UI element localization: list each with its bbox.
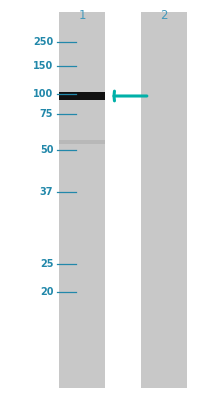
- Text: 75: 75: [40, 109, 53, 119]
- Text: 50: 50: [40, 145, 53, 155]
- Text: 20: 20: [40, 287, 53, 297]
- Text: 100: 100: [33, 89, 53, 99]
- Bar: [141, 12, 186, 388]
- Bar: [59, 92, 104, 100]
- Text: 37: 37: [40, 187, 53, 197]
- Text: 1: 1: [78, 9, 85, 22]
- Text: 250: 250: [33, 37, 53, 47]
- Bar: [59, 12, 104, 388]
- Text: 150: 150: [33, 61, 53, 71]
- Text: 25: 25: [40, 259, 53, 269]
- Bar: [59, 140, 104, 144]
- Text: 2: 2: [160, 9, 167, 22]
